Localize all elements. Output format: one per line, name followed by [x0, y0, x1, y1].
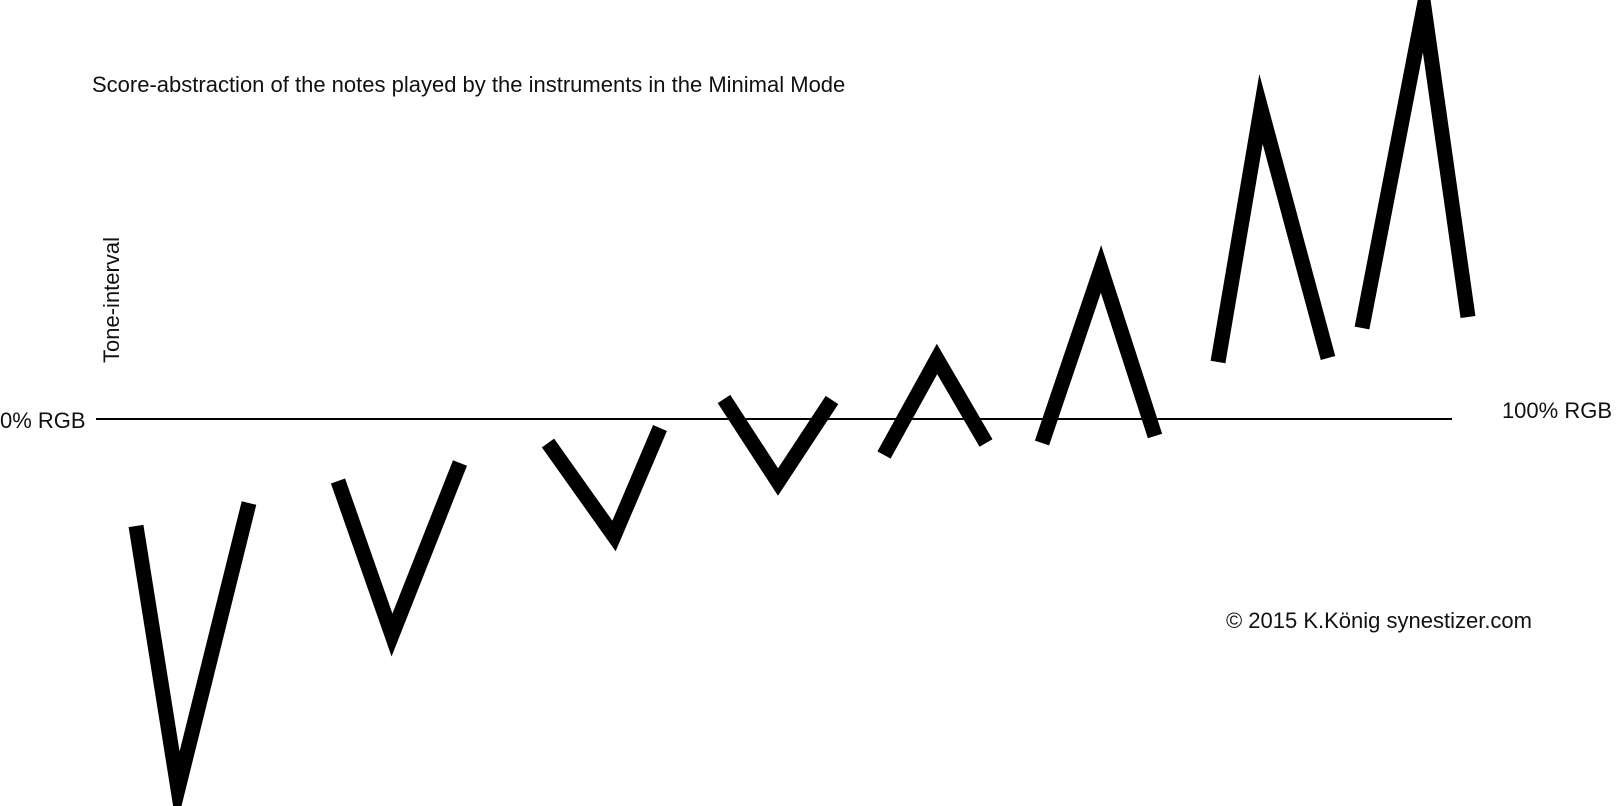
baseline-left-label: 0% RGB — [0, 408, 86, 433]
peak-shape-7 — [1210, 73, 1336, 364]
v-shape-4 — [717, 394, 839, 496]
peak-shape-6 — [1034, 245, 1163, 446]
peak-shape-5 — [877, 343, 993, 459]
v-shape-1 — [128, 501, 257, 806]
peak-shape-8 — [1354, 0, 1476, 330]
diagram-title: Score-abstraction of the notes played by… — [92, 72, 846, 97]
v-shape-2 — [330, 460, 467, 657]
baseline-right-label: 100% RGB — [1501, 398, 1612, 423]
copyright-credit: © 2015 K.König synestizer.com — [1225, 608, 1532, 633]
v-shape-3 — [541, 425, 667, 552]
note-shapes-group — [128, 0, 1476, 806]
